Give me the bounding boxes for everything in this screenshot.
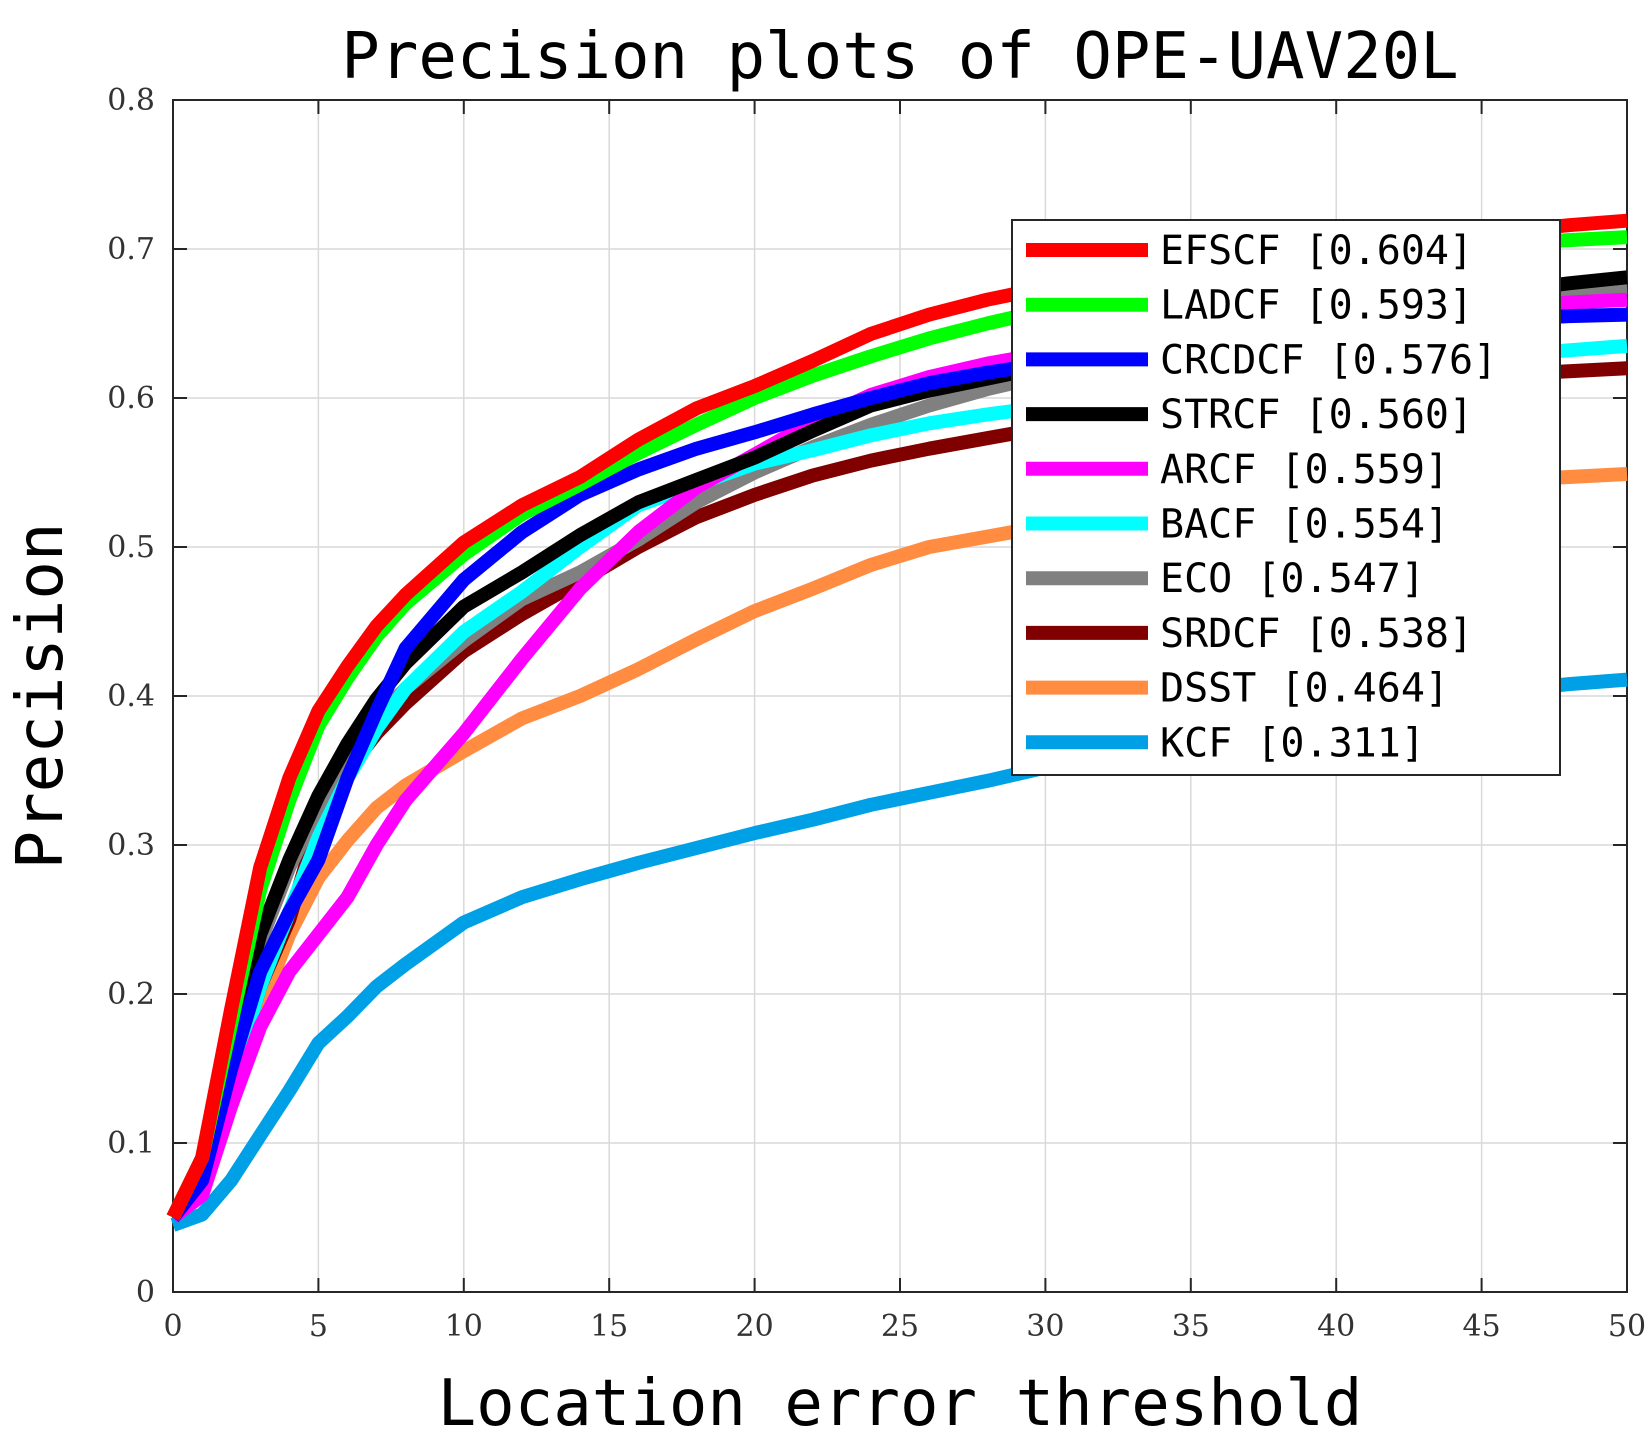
legend-entry-label: CRCDCF [0.576]	[1160, 337, 1497, 383]
y-tick-label: 0.2	[107, 977, 155, 1012]
x-tick-label: 0	[163, 1309, 182, 1344]
x-tick-label: 20	[736, 1309, 774, 1344]
y-tick-label: 0.8	[107, 83, 155, 118]
legend-entry-label: ECO [0.547]	[1160, 556, 1425, 602]
x-tick-label: 50	[1608, 1309, 1646, 1344]
x-tick-label: 40	[1317, 1309, 1355, 1344]
x-axis-label: Location error threshold	[438, 1367, 1363, 1438]
x-tick-label: 5	[309, 1309, 328, 1344]
legend-entry-label: EFSCF [0.604]	[1160, 228, 1473, 274]
y-tick-label: 0.7	[107, 232, 155, 267]
x-tick-label: 25	[881, 1309, 919, 1344]
x-tick-label: 45	[1463, 1309, 1501, 1344]
x-tick-label: 10	[445, 1309, 483, 1344]
x-tick-label: 15	[590, 1309, 628, 1344]
y-tick-label: 0.4	[107, 679, 155, 714]
legend-entry-label: LADCF [0.593]	[1160, 283, 1473, 329]
y-tick-label: 0.3	[107, 828, 155, 863]
y-tick-label: 0.6	[107, 381, 155, 416]
y-tick-label: 0.1	[107, 1126, 155, 1161]
y-axis-label: Precision	[4, 523, 78, 870]
legend-entry-label: BACF [0.554]	[1160, 502, 1449, 548]
chart-title: Precision plots of OPE-UAV20L	[341, 20, 1458, 94]
legend-entry-label: SRDCF [0.538]	[1160, 611, 1473, 657]
x-tick-label: 30	[1026, 1309, 1064, 1344]
x-tick-label: 35	[1172, 1309, 1210, 1344]
y-tick-label: 0	[136, 1275, 155, 1310]
ticks: 0 5 10 15 20 25 30 35 40 45 50 0 0.1 0.2 0.3 0.4 0.5 0.6 0…	[107, 83, 1646, 1344]
legend: EFSCF [0.604] LADCF [0.593] CRCDCF [0.576]…	[1011, 219, 1561, 776]
legend-entry-label: ARCF [0.559]	[1160, 447, 1449, 493]
legend-entry-label: KCF [0.311]	[1160, 720, 1425, 766]
y-tick-label: 0.5	[107, 530, 155, 565]
legend-entry-label: DSST [0.464]	[1160, 666, 1449, 712]
legend-entry-label: STRCF [0.560]	[1160, 392, 1473, 438]
